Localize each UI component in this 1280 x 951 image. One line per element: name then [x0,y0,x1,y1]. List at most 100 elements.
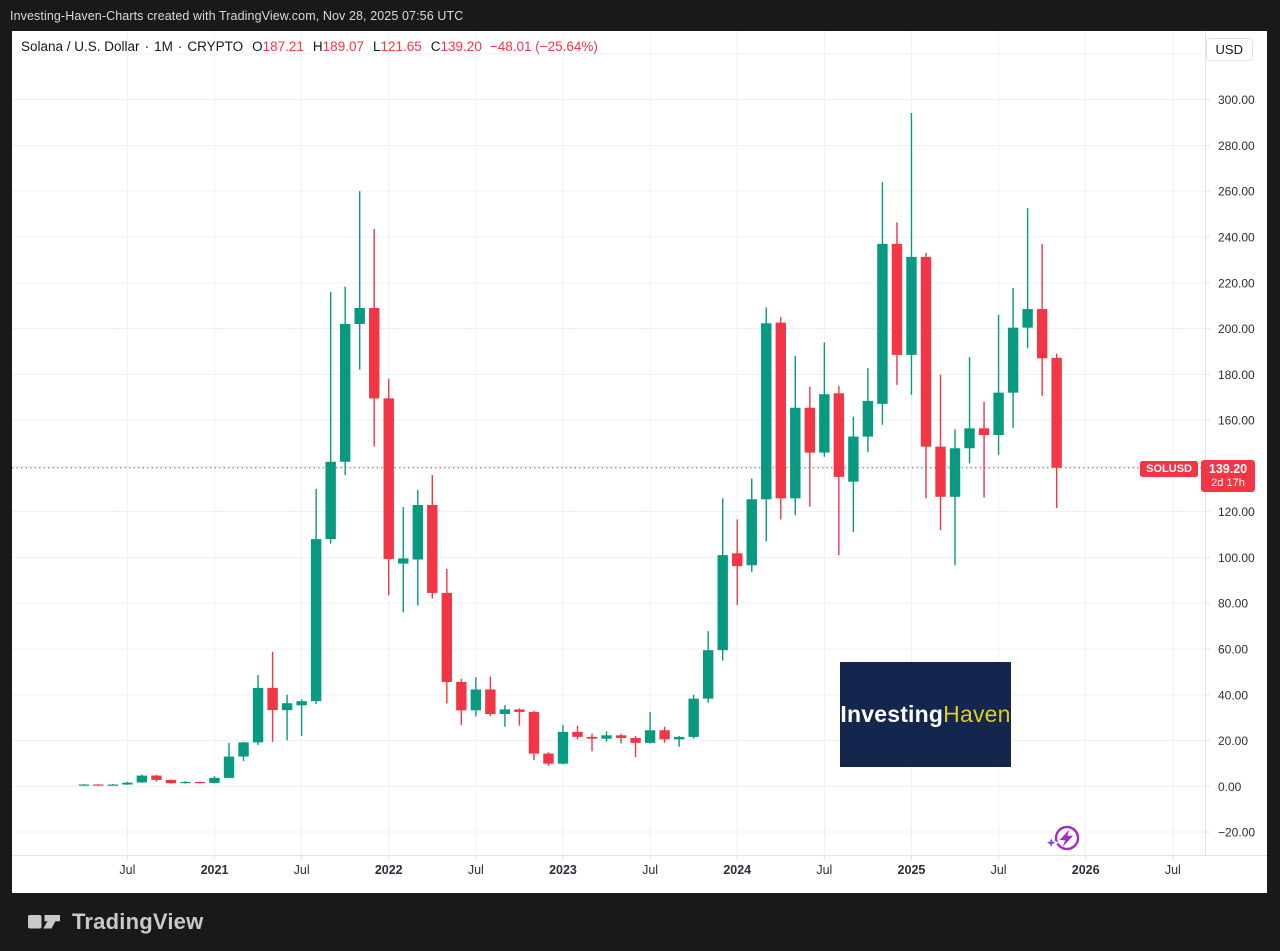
candle-body [136,775,148,783]
candle-body [673,736,685,740]
candle-body [702,650,714,699]
exchange-label: CRYPTO [187,39,244,54]
candle-body [964,428,975,449]
price-axis-label: 220.00 [1218,276,1255,290]
candle-body [935,446,946,497]
candle-body [993,392,1004,435]
price-axis-label: 40.00 [1218,688,1248,702]
candle-body [891,243,903,355]
watermark-accent-text: Haven [943,701,1011,727]
candle-body [485,689,496,715]
candle-body [1036,309,1048,359]
price-tag-countdown: 2d 17h [1211,477,1245,489]
candle-body [688,698,699,737]
candle-body [223,756,235,778]
price-axis-label: 100.00 [1218,551,1255,565]
time-axis-label: 2022 [375,863,403,877]
boost-circle [1054,825,1080,851]
price-axis-label: 0.00 [1218,780,1242,794]
candle-body [848,436,859,482]
candle-body [659,730,670,740]
time-axis-label: 2025 [898,863,926,877]
price-axis-label: −20.00 [1218,826,1255,840]
candle-body [252,687,264,743]
candle-body [717,555,728,651]
price-tag-value: 139.20 [1208,462,1248,476]
candle-body [267,687,278,711]
candle-body [398,558,409,564]
candlestick-chart[interactable]: 300.00 280.00 260.00 240.00 220.00 200.00 180.… [12,31,1267,893]
high-value: 189.07 [322,39,364,54]
price-axis-label: 240.00 [1218,231,1255,245]
time-axis-label: Jul [294,863,310,877]
price-axis-label: 300.00 [1218,93,1255,107]
candle-body [412,505,423,560]
candle-body [122,782,133,785]
price-axis-label: 80.00 [1218,597,1248,611]
time-axis-label: Jul [816,863,832,877]
investinghaven-watermark: Investing Haven [840,662,1011,767]
interval-label: 1M [154,39,173,54]
candle-body [281,703,293,711]
price-tag-symbol: SOLUSD [1140,461,1198,477]
candle-body [862,400,874,437]
candle-body [732,553,743,567]
candle-body [107,784,119,786]
footer-bar: TradingView [0,893,1280,951]
candle-body [339,323,351,462]
candle-body [804,407,816,453]
candle-body [543,753,554,764]
separator: · [144,39,150,54]
time-axis-label: 2021 [201,863,229,877]
candle-body [746,499,757,566]
candle-body [354,307,365,324]
candle-body [514,709,525,712]
time-axis-label: Jul [991,863,1007,877]
price-axis-label: 60.00 [1218,643,1248,657]
candle-body [383,398,394,560]
candle-body [499,709,511,715]
open-value: 187.21 [262,39,304,54]
tradingview-brand-text: TradingView [72,909,204,934]
candle-body [427,505,438,593]
candle-body [572,731,583,737]
time-axis-label: 2024 [723,863,751,877]
candle-body [369,307,380,399]
candle-body [1007,327,1019,393]
candle-body [441,592,453,682]
time-axis-label: 2023 [549,863,577,877]
low-value: 121.65 [380,39,422,54]
open-label: O [252,39,263,54]
separator: · [177,39,183,54]
time-axis-label: Jul [468,863,484,877]
candle-body [644,730,656,743]
candle-body [761,323,772,500]
chart-legend: Solana / U.S. Dollar · 1M · CRYPTO O187.21 H18… [21,39,598,57]
currency-button[interactable]: USD [1205,38,1253,61]
candle-body [180,781,191,784]
time-axis-label: Jul [642,863,658,877]
candle-body [209,777,220,783]
candle-body [93,784,104,786]
candle-body [978,428,990,435]
candle-body [325,461,336,540]
candle-body [601,735,612,739]
boost-lightning-icon[interactable] [1036,822,1086,856]
attribution-bar: Investing-Haven-Charts created with Trad… [0,0,1280,31]
chart-panel: 300.00 280.00 260.00 240.00 220.00 200.00 180.… [12,31,1267,893]
candle-body [949,448,961,497]
sparkle-icon [1043,834,1060,851]
candle-body [615,735,627,739]
candle-body [456,681,467,711]
price-tag-box: 139.20 2d 17h [1201,460,1255,492]
candle-body [920,256,932,447]
low-label: L [372,39,381,54]
time-axis-label: 2026 [1072,863,1100,877]
candle-body [790,407,801,499]
change-value: −48.01 (−25.64%) [489,39,598,54]
price-axis-label: 180.00 [1218,368,1255,382]
candle-body [1022,309,1033,328]
price-axis-label: 200.00 [1218,322,1255,336]
close-label: C [430,39,441,54]
candle-body [833,393,845,477]
